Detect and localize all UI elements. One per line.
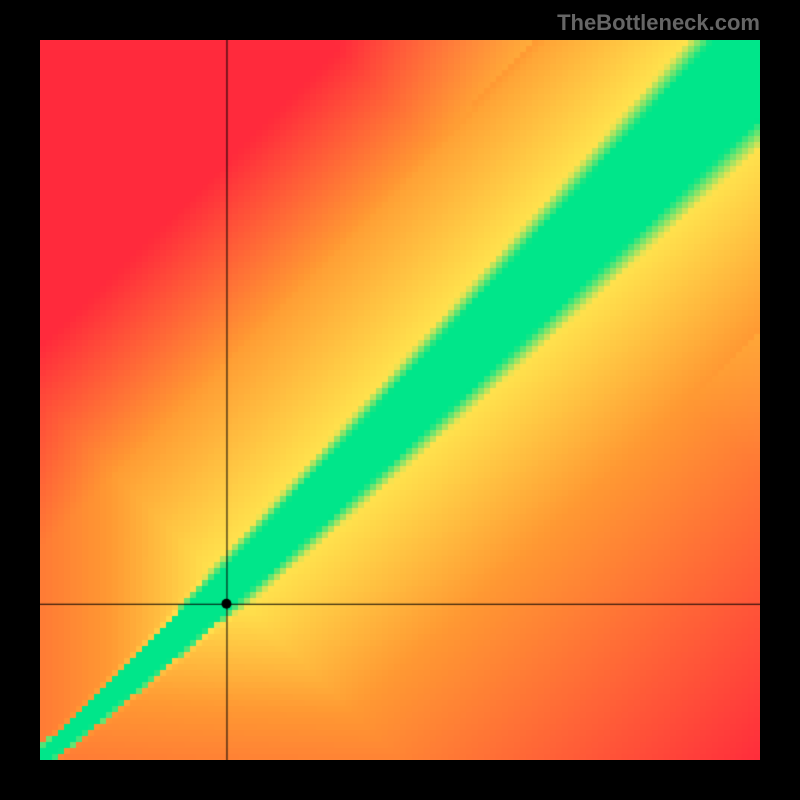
- watermark-text: TheBottleneck.com: [557, 10, 760, 36]
- heatmap-canvas: [40, 40, 760, 760]
- bottleneck-heatmap: [40, 40, 760, 760]
